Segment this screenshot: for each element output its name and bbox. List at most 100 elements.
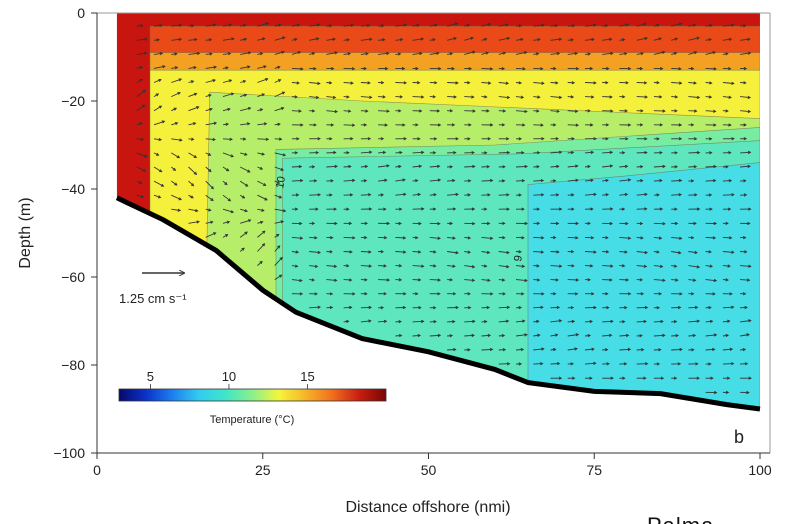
velocity-arrow-head xyxy=(193,171,198,176)
velocity-arrow-head xyxy=(142,89,146,93)
velocity-arrow-head xyxy=(363,179,368,183)
velocity-arrow-head xyxy=(467,306,472,310)
velocity-arrow xyxy=(653,279,665,281)
velocity-arrow-head xyxy=(520,37,524,42)
velocity-arrow-head xyxy=(487,137,492,141)
velocity-arrow-head xyxy=(605,292,609,296)
velocity-arrow-head xyxy=(451,66,455,71)
velocity-arrow-head xyxy=(452,178,456,183)
x-tick-label: 0 xyxy=(93,462,101,478)
velocity-arrow-head xyxy=(553,66,557,71)
velocity-arrow-head xyxy=(678,137,683,141)
velocity-arrow-head xyxy=(334,164,338,169)
velocity-arrow xyxy=(395,334,402,337)
velocity-arrow-head xyxy=(506,193,510,197)
velocity-arrow-head xyxy=(380,193,385,197)
velocity-arrow-head xyxy=(521,151,525,155)
velocity-arrow-head xyxy=(416,23,421,28)
velocity-arrow-head xyxy=(155,93,160,97)
velocity-arrow-head xyxy=(296,137,300,141)
velocity-arrow-head xyxy=(640,292,645,296)
velocity-arrow xyxy=(136,89,146,97)
velocity-arrow-head xyxy=(659,178,663,183)
velocity-arrow-head xyxy=(693,51,698,55)
velocity-arrow-head xyxy=(455,305,459,310)
velocity-arrow xyxy=(412,334,421,337)
velocity-arrow xyxy=(343,82,353,84)
velocity-arrow-head xyxy=(708,95,713,99)
velocity-arrow-head xyxy=(399,38,404,42)
velocity-arrow-head xyxy=(725,390,730,395)
velocity-arrow-head xyxy=(593,250,597,254)
velocity-arrow-head xyxy=(521,207,525,211)
velocity-arrow-head xyxy=(261,243,266,247)
velocity-arrow-head xyxy=(643,376,647,380)
velocity-arrow-head xyxy=(609,164,614,168)
velocity-arrow-head xyxy=(589,123,594,127)
velocity-arrow-head xyxy=(449,278,454,282)
velocity-arrow-head xyxy=(294,264,299,268)
velocity-arrow-head xyxy=(506,305,511,309)
velocity-arrow xyxy=(222,93,234,98)
velocity-arrow-head xyxy=(713,221,718,226)
velocity-arrow xyxy=(326,110,338,113)
velocity-arrow xyxy=(257,243,265,252)
x-tick-label: 75 xyxy=(586,462,602,478)
velocity-arrow-head xyxy=(176,155,181,159)
velocity-arrow-head xyxy=(227,51,232,56)
velocity-arrow-head xyxy=(466,23,471,27)
velocity-arrow-head xyxy=(744,305,748,310)
velocity-arrow-head xyxy=(644,207,648,211)
velocity-arrow-head xyxy=(659,95,663,99)
velocity-arrow-head xyxy=(505,23,509,27)
velocity-arrow xyxy=(257,261,263,266)
velocity-arrow-head xyxy=(467,81,471,85)
velocity-arrow-head xyxy=(212,137,216,142)
velocity-arrow-head xyxy=(158,137,163,142)
velocity-arrow-head xyxy=(224,234,229,238)
velocity-arrow xyxy=(274,51,285,55)
velocity-arrow-head xyxy=(259,108,264,112)
velocity-arrow-head xyxy=(639,66,644,71)
velocity-arrow xyxy=(447,236,455,239)
velocity-arrow-head xyxy=(673,319,678,324)
velocity-arrow xyxy=(291,82,300,84)
velocity-arrow-head xyxy=(622,320,626,324)
velocity-arrow xyxy=(619,179,631,182)
velocity-arrow-head xyxy=(350,81,354,85)
velocity-arrow xyxy=(705,96,712,98)
velocity-arrow xyxy=(136,152,147,158)
velocity-arrow-head xyxy=(209,52,213,56)
y-axis-title: Depth (m) xyxy=(17,197,34,268)
velocity-arrow xyxy=(136,138,144,140)
velocity-arrow-head xyxy=(520,95,525,99)
velocity-arrow-head xyxy=(644,137,648,141)
velocity-arrow-head xyxy=(418,109,423,113)
velocity-arrow-head xyxy=(383,207,387,211)
velocity-arrow-head xyxy=(487,278,491,282)
velocity-arrow-head xyxy=(328,24,333,28)
velocity-arrow-head xyxy=(506,362,511,366)
velocity-arrow-head xyxy=(713,123,717,127)
velocity-arrow xyxy=(326,279,337,281)
velocity-arrow-head xyxy=(261,152,266,156)
velocity-arrow-head xyxy=(242,137,247,141)
velocity-arrow-head xyxy=(437,333,442,338)
velocity-arrow-head xyxy=(399,150,403,155)
velocity-arrow-head xyxy=(572,376,576,380)
velocity-arrow-head xyxy=(299,236,304,240)
velocity-arrow-head xyxy=(673,264,678,268)
velocity-arrow-head xyxy=(690,66,695,71)
velocity-arrow-head xyxy=(621,151,626,155)
velocity-arrow-head xyxy=(467,348,471,352)
velocity-arrow xyxy=(153,120,165,126)
velocity-arrow-head xyxy=(208,94,212,98)
velocity-arrow-head xyxy=(300,67,304,71)
velocity-arrow-head xyxy=(555,137,560,141)
velocity-arrow-head xyxy=(263,182,267,186)
velocity-arrow-head xyxy=(260,220,264,225)
velocity-arrow-head xyxy=(317,250,322,255)
velocity-arrow-head xyxy=(346,319,350,324)
y-tick-label: −60 xyxy=(61,269,85,285)
velocity-arrow-head xyxy=(208,168,212,173)
